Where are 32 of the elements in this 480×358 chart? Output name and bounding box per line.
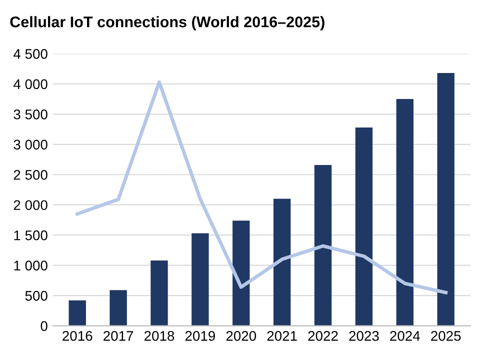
y-tick-label: 3 000 [14,140,48,150]
x-tick-label: 2018 [144,331,174,341]
y-tick-label: 1 000 [14,260,48,270]
x-tick-label: 2022 [308,331,338,341]
chart-title: Cellular IoT connections (World 2016–2025) [10,16,324,30]
bar [150,260,168,326]
bar [396,99,414,326]
y-tick-label: 500 [25,290,48,301]
x-tick-label: 2020 [226,331,256,341]
x-tick-label: 2023 [349,331,379,341]
bar [68,300,86,326]
y-tick-label: 0 [40,321,48,331]
y-tick-label: 1 500 [14,230,48,240]
x-tick-label: 2025 [431,331,461,341]
y-tick-label: 2 500 [14,170,48,180]
y-tick-label: 4 500 [14,49,48,59]
y-tick-label: 3 500 [14,109,48,120]
bar [232,220,250,326]
line-series [76,80,448,294]
bar [273,198,291,326]
x-tick-label: 2017 [104,331,134,341]
x-tick-label: 2016 [62,331,92,341]
y-tick-label: 4 000 [14,79,48,90]
bar [355,127,373,326]
bar [437,73,454,326]
x-tick-label: 2019 [185,331,215,341]
bar [192,233,209,326]
x-tick-label: 2024 [390,331,420,341]
x-tick-label: 2021 [267,331,297,341]
y-tick-label: 2 000 [14,200,48,210]
bar [110,290,127,326]
bar [314,164,332,326]
